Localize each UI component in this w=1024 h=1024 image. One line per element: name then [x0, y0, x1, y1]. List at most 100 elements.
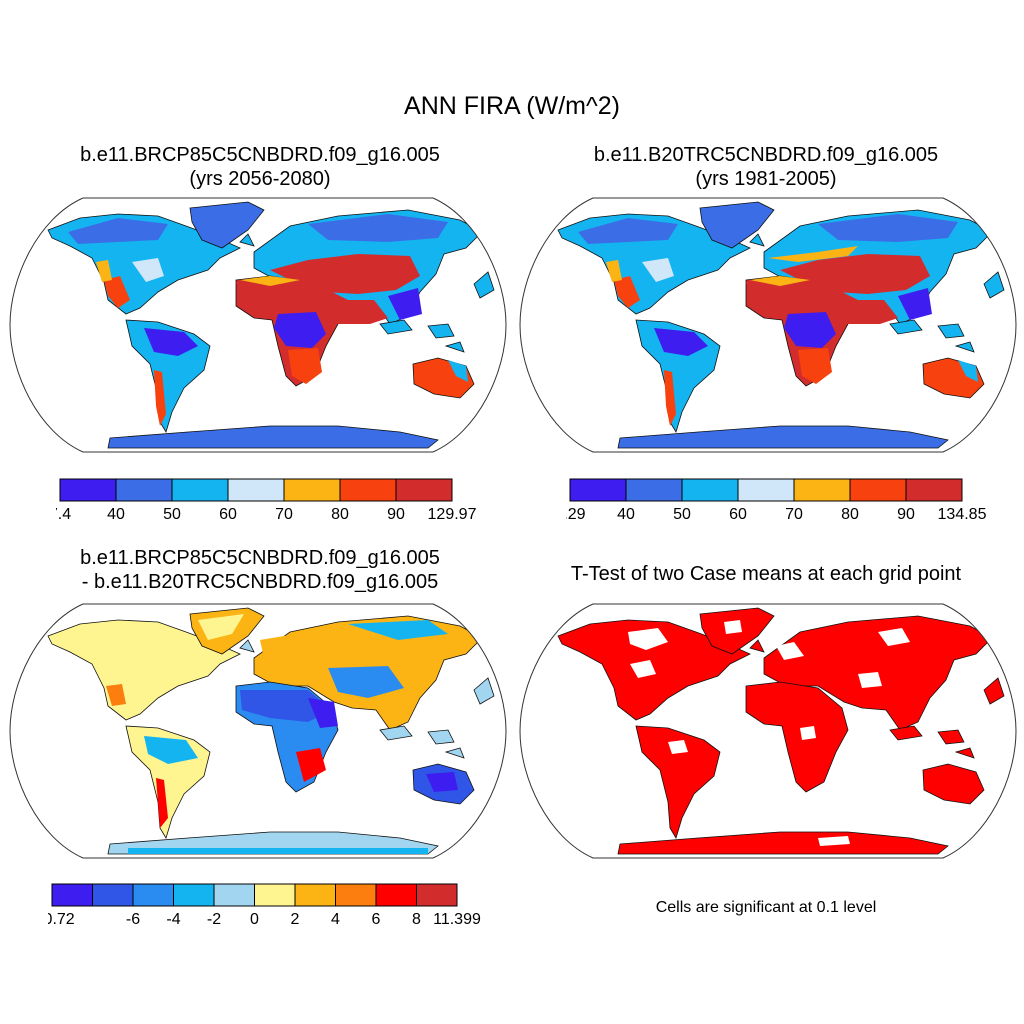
panel-3-australia-cool-region	[426, 772, 458, 792]
panel-4-nonsignificant-antarctica	[818, 836, 850, 846]
panel-2-australia-coast-region	[958, 360, 978, 382]
panel-3-colorbar-tick-label: 0	[250, 911, 259, 928]
panel-1-amazon-region	[144, 328, 198, 356]
panel-4-island	[983, 677, 1005, 705]
panel-1-map-outline	[9, 197, 507, 453]
panel-2-island	[983, 271, 1005, 299]
panel-2-siberia-cold-region	[818, 214, 958, 242]
panel-3-island	[444, 747, 465, 759]
panel-1-southern-africa-region	[288, 348, 322, 384]
panel-3-colorbar-swatch	[375, 883, 417, 907]
panel-1-colorbar-swatch	[283, 478, 341, 502]
panel-2-central-asia-hot-region	[780, 254, 930, 294]
panel-3-colorbar-swatch	[173, 883, 215, 907]
panel-1-colorbar-swatch	[59, 478, 117, 502]
panel-1-colorbar-tick-label: 60	[219, 506, 237, 523]
panel-3-new-zealand	[491, 787, 505, 815]
panel-3-antarctica-cool-band	[128, 848, 428, 854]
panel-2-map-outline	[519, 197, 1017, 453]
panel-2-island	[937, 323, 965, 339]
panel-3-colorbar-swatch	[294, 883, 336, 907]
panel-3-southern-africa-warm-region	[296, 748, 326, 782]
panel-2-antarctica	[617, 425, 949, 449]
panel-3-island	[239, 639, 255, 653]
panel-4-nonsignificant-greenland	[724, 620, 742, 634]
panel-2-colorbar: 9.29 40 50 60 70 80 90 134.85	[566, 478, 986, 523]
panel-2-colorbar-swatch	[737, 478, 795, 502]
panel-3-sahara-cool-region	[240, 690, 332, 722]
panel-2-canada-cold-region	[578, 218, 678, 244]
panel-3-island	[379, 725, 413, 741]
panel-1-north-africa-edge	[240, 276, 300, 286]
panel-4-australia	[922, 763, 985, 805]
panel-3-andes-warm-region	[156, 778, 168, 828]
panel-3-greenland-warm-region	[198, 614, 244, 640]
panel-1-colorbar-tick-label: 90	[387, 506, 405, 523]
panel-3-colorbar-swatch	[132, 883, 174, 907]
panel-2-colorbar-swatch	[625, 478, 683, 502]
panel-4-south-america	[635, 725, 721, 839]
panel-4-africa	[745, 681, 849, 793]
panel-2-greenland	[699, 201, 775, 249]
panel-1-sahara-arabia-hot-region	[236, 280, 388, 324]
panel-4-island	[889, 725, 923, 741]
panel-2-sahara-arabia-hot-region	[746, 280, 898, 324]
panel-1-west-us-warm-region	[96, 260, 112, 282]
panel-4-title: T-Test of two Case means at each grid po…	[570, 563, 962, 585]
panel-3-title: b.e11.BRCP85C5CNBDRD.f09_g16.005 - b.e11…	[80, 547, 440, 593]
panel-1-colorbar-tick-label: 40	[107, 506, 125, 523]
panel-1-colorbar-swatch	[171, 478, 229, 502]
panel-4-nonsignificant-us	[630, 660, 656, 678]
figure-title: ANN FIRA (W/m^2)	[404, 92, 620, 120]
panel-3-colorbar-tick-label: 4	[331, 911, 340, 928]
panel-2-island	[954, 341, 975, 353]
panel-3-colorbar-swatch	[51, 883, 93, 907]
panel-3-island	[427, 729, 455, 745]
historical-fira-map	[519, 197, 1017, 453]
ttest-significance-map	[519, 603, 1017, 859]
panel-3-arctic-cool-region	[348, 620, 448, 640]
panel-2-colorbar-tick-label: 70	[785, 506, 803, 523]
rcp85-fira-map	[9, 197, 507, 453]
significance-footnote: Cells are significant at 0.1 level	[655, 899, 877, 916]
panel-4-nonsignificant-amazon	[668, 740, 688, 754]
panel-4-nonsignificant-canada	[628, 628, 668, 650]
panel-2-colorbar-tick-label: 40	[617, 506, 635, 523]
panel-1-siberia-cold-region	[308, 214, 448, 242]
panel-1-mexico-warm-region	[104, 276, 130, 308]
panel-1-andes-warm-strip	[154, 370, 166, 426]
panel-3-island	[473, 677, 495, 705]
difference-fira-map	[9, 603, 507, 859]
panel-4-nonsignificant-asia	[858, 672, 882, 688]
panel-4-map-outline	[519, 603, 1017, 859]
panel-1-colorbar-tick-label: 7.4	[56, 506, 71, 523]
panel-3-mexico-warm-region	[106, 684, 126, 706]
panel-1-colorbar-tick-label: 70	[275, 506, 293, 523]
panel-2-title: b.e11.B20TRC5CNBDRD.f09_g16.005 (yrs 198…	[593, 144, 939, 190]
panel-3-colorbar-tick-label: 6	[372, 911, 381, 928]
panel-3-colorbar-tick-label: -4	[166, 911, 180, 928]
panel-3-colorbar-swatch	[335, 883, 377, 907]
panel-3-amazon-cool-region	[144, 736, 198, 764]
panel-1-title: b.e11.BRCP85C5CNBDRD.f09_g16.005 (yrs 20…	[80, 144, 440, 190]
panel-1-australia-coast-region	[448, 360, 468, 382]
panel-4-new-zealand	[1001, 787, 1015, 815]
panel-2-mexico-warm-region	[614, 276, 640, 308]
panel-1-congo-basin-region	[274, 312, 326, 348]
panel-1-greenland	[189, 201, 265, 249]
panel-2-congo-basin-region	[784, 312, 836, 348]
panel-2-southern-africa-region	[798, 348, 832, 384]
panel-3-central-asia-cool-region	[328, 666, 404, 698]
panel-1-new-zealand	[491, 381, 505, 409]
panel-3-colorbar-tick-label: 11.399	[433, 911, 481, 928]
panel-2-colorbar-tick-label: 80	[841, 506, 859, 523]
panel-2-colorbar-tick-label: 90	[897, 506, 915, 523]
panel-2-colorbar-tick-label: 134.85	[938, 506, 986, 523]
panel-4-antarctica	[617, 831, 949, 855]
panel-1-island	[427, 323, 455, 339]
panel-4-island	[937, 729, 965, 745]
panel-3-colorbar-tick-label: -6	[126, 911, 140, 928]
panel-3-north-america	[47, 619, 241, 721]
panel-2-island	[749, 233, 765, 247]
panel-2-southeast-asia-region	[898, 288, 932, 320]
